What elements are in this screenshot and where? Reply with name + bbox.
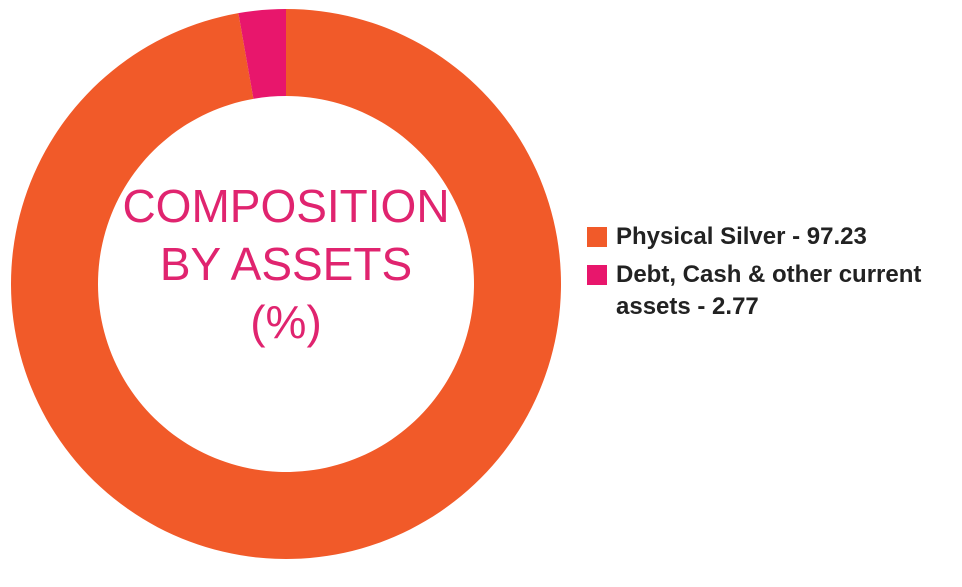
chart-title: COMPOSITION (122, 180, 449, 232)
legend-swatch (587, 265, 607, 285)
legend-swatch (587, 227, 607, 247)
chart-title: (%) (250, 296, 322, 348)
legend-item: Debt, Cash & other current assets - 2.77 (587, 259, 957, 323)
legend-item: Physical Silver - 97.23 (587, 221, 957, 253)
donut-slice (238, 9, 286, 99)
donut-slice (11, 9, 562, 559)
legend: Physical Silver - 97.23 Debt, Cash & othe… (587, 221, 957, 329)
legend-label: Debt, Cash & other current assets - 2.77 (616, 261, 922, 320)
legend-label: Physical Silver - 97.23 (616, 223, 867, 250)
chart-title: BY ASSETS (160, 238, 412, 290)
